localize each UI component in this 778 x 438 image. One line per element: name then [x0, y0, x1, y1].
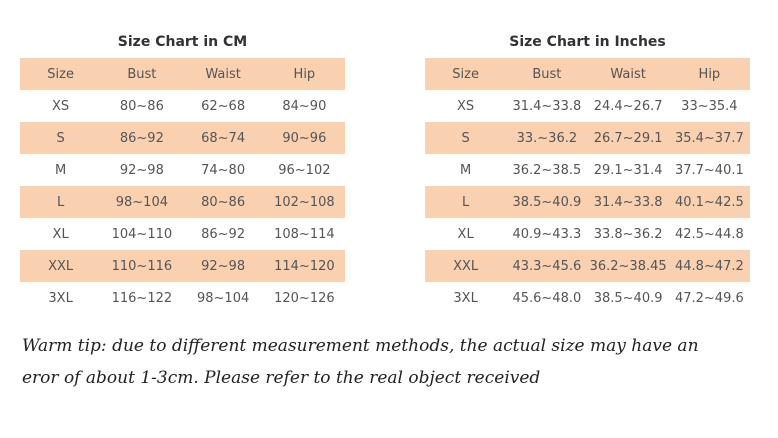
table-cell: 84~90	[282, 98, 327, 114]
table-cell: XL	[52, 226, 69, 242]
table-cell: 90~96	[282, 130, 327, 146]
table-cell: 3XL	[48, 290, 73, 306]
table-cell: XS	[457, 98, 475, 114]
table-row: XXL 110~116 92~98 114~120	[20, 250, 345, 282]
table-cell: 104~110	[111, 226, 173, 242]
table-cell: 74~80	[201, 162, 246, 178]
table-cell: L	[57, 194, 65, 210]
table-cell: 47.2~49.6	[674, 290, 744, 306]
size-table-inches: Size Chart in Inches Size Bust Waist Hip XS 31…	[425, 28, 750, 314]
header-row: Size Bust Waist Hip	[20, 58, 345, 90]
table-cell: 38.5~40.9	[593, 290, 663, 306]
table-cell: 31.4~33.8	[512, 98, 582, 114]
table-row: XS 80~86 62~68 84~90	[20, 90, 345, 122]
table-cell: 114~120	[274, 258, 335, 274]
table-cell: 110~116	[111, 258, 173, 274]
table-cell: M	[55, 162, 67, 178]
table-cell: XL	[457, 226, 474, 242]
table-row: XL 104~110 86~92 108~114	[20, 218, 345, 250]
table-cell: 98~104	[115, 194, 168, 210]
table-cell: 116~122	[111, 290, 173, 306]
table-cell: M	[460, 162, 472, 178]
table-cell: XS	[52, 98, 70, 114]
table-cell: 102~108	[274, 194, 335, 210]
table-cell: 96~102	[278, 162, 331, 178]
table-row: 3XL 116~122 98~104 120~126	[20, 282, 345, 314]
table-cell: 24.4~26.7	[593, 98, 663, 114]
table-cell: 36.2~38.5	[512, 162, 582, 178]
table-cell: 80~86	[119, 98, 164, 114]
table-row: XXL 43.3~45.6 36.2~38.45 44.8~47.2	[425, 250, 750, 282]
header-cell: Hip	[698, 66, 721, 82]
table-cell: 29.1~31.4	[593, 162, 663, 178]
header-cell: Waist	[205, 66, 241, 82]
warm-tip: Warm tip: due to different measurement m…	[22, 330, 699, 394]
table-row: L 38.5~40.9 31.4~33.8 40.1~42.5	[425, 186, 750, 218]
table-row: L 98~104 80~86 102~108	[20, 186, 345, 218]
table-cell: L	[462, 194, 470, 210]
header-row: Size Bust Waist Hip	[425, 58, 750, 90]
table-cell: S	[461, 130, 470, 146]
table-cell: 86~92	[119, 130, 164, 146]
tip-line: eror of about 1-3cm. Please refer to the…	[22, 368, 541, 388]
table-title: Size Chart in CM	[117, 34, 248, 50]
table-cell: 68~74	[201, 130, 246, 146]
table-cell: 45.6~48.0	[512, 290, 582, 306]
header-cell: Size	[47, 66, 74, 82]
table-cell: 43.3~45.6	[512, 258, 582, 274]
table-cell: 37.7~40.1	[674, 162, 744, 178]
table-cell: 98~104	[197, 290, 250, 306]
table-row: S 86~92 68~74 90~96	[20, 122, 345, 154]
table-cell: 108~114	[274, 226, 335, 242]
table-row: S 33.~36.2 26.7~29.1 35.4~37.7	[425, 122, 750, 154]
table-cell: 80~86	[201, 194, 246, 210]
header-cell: Bust	[127, 66, 157, 82]
header-cell: Hip	[293, 66, 316, 82]
table-cell: XXL	[48, 258, 74, 274]
tip-line: Warm tip: due to different measurement m…	[22, 336, 699, 356]
table-cell: 40.9~43.3	[512, 226, 582, 242]
table-cell: XXL	[453, 258, 479, 274]
table-cell: 92~98	[119, 162, 164, 178]
table-cell: 33.8~36.2	[593, 226, 663, 242]
table-row: XL 40.9~43.3 33.8~36.2 42.5~44.8	[425, 218, 750, 250]
table-cell: 33.~36.2	[516, 130, 578, 146]
size-table-cm: Size Chart in CM Size Bust Waist Hip XS 80~86 6…	[20, 28, 345, 314]
header-cell: Bust	[532, 66, 562, 82]
table-cell: 120~126	[274, 290, 335, 306]
table-row: 3XL 45.6~48.0 38.5~40.9 47.2~49.6	[425, 282, 750, 314]
table-cell: 35.4~37.7	[674, 130, 744, 146]
table-cell: 86~92	[201, 226, 246, 242]
table-cell: 92~98	[201, 258, 246, 274]
table-cell: 44.8~47.2	[674, 258, 744, 274]
table-row: M 92~98 74~80 96~102	[20, 154, 345, 186]
table-cell: 3XL	[453, 290, 478, 306]
table-cell: 33~35.4	[681, 98, 738, 114]
table-cell: 36.2~38.45	[589, 258, 667, 274]
table-row: XS 31.4~33.8 24.4~26.7 33~35.4	[425, 90, 750, 122]
table-cell: 40.1~42.5	[674, 194, 744, 210]
table-cell: 42.5~44.8	[674, 226, 744, 242]
table-title: Size Chart in Inches	[509, 34, 666, 50]
table-cell: 38.5~40.9	[512, 194, 582, 210]
table-cell: 62~68	[201, 98, 246, 114]
table-row: M 36.2~38.5 29.1~31.4 37.7~40.1	[425, 154, 750, 186]
table-cell: 26.7~29.1	[593, 130, 663, 146]
table-cell: S	[56, 130, 65, 146]
header-cell: Size	[452, 66, 479, 82]
header-cell: Waist	[610, 66, 646, 82]
table-cell: 31.4~33.8	[593, 194, 663, 210]
